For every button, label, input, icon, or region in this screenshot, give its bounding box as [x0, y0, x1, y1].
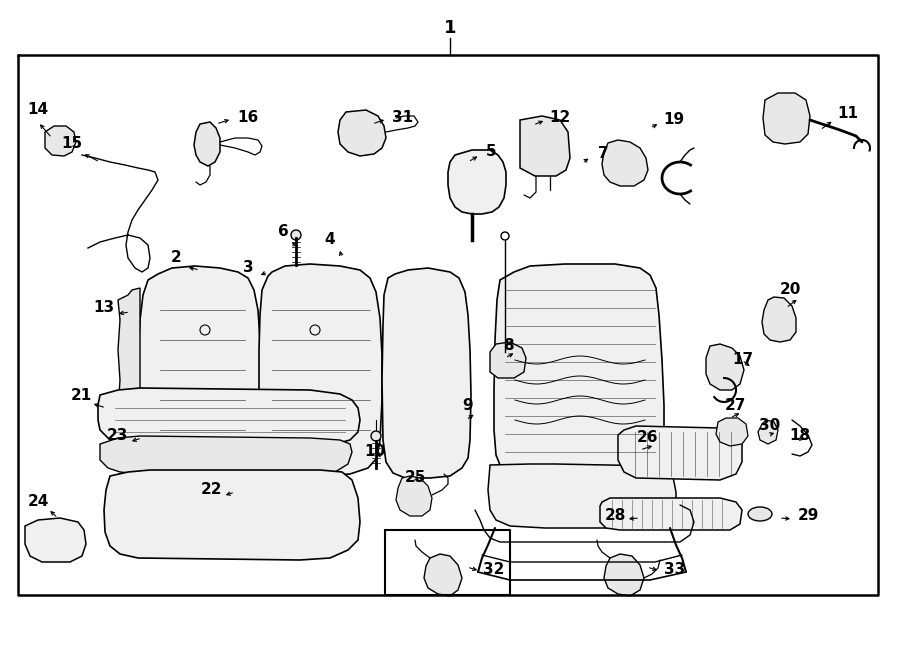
Text: 1: 1: [444, 19, 456, 37]
Text: 5: 5: [486, 145, 496, 159]
Polygon shape: [424, 554, 462, 596]
Polygon shape: [382, 268, 471, 478]
Text: 24: 24: [27, 494, 49, 510]
Polygon shape: [488, 464, 676, 528]
Polygon shape: [98, 388, 360, 446]
Text: 27: 27: [724, 397, 746, 412]
Polygon shape: [104, 470, 360, 560]
Text: 11: 11: [838, 106, 859, 120]
Polygon shape: [138, 266, 261, 472]
Text: 2: 2: [171, 251, 182, 266]
Text: 10: 10: [364, 444, 385, 459]
Text: 18: 18: [789, 428, 811, 442]
Polygon shape: [494, 264, 664, 484]
Text: 8: 8: [503, 338, 513, 352]
Polygon shape: [25, 518, 86, 562]
Polygon shape: [194, 122, 220, 166]
Circle shape: [291, 230, 301, 240]
Polygon shape: [448, 150, 506, 214]
Polygon shape: [396, 476, 432, 516]
Text: 21: 21: [70, 387, 92, 403]
Text: 17: 17: [733, 352, 753, 368]
Text: 13: 13: [94, 301, 114, 315]
Polygon shape: [490, 342, 526, 378]
Ellipse shape: [748, 507, 772, 521]
Polygon shape: [602, 140, 648, 186]
Text: 9: 9: [463, 397, 473, 412]
Text: 14: 14: [27, 102, 49, 118]
Polygon shape: [520, 116, 570, 176]
Text: 31: 31: [392, 110, 414, 124]
Text: 4: 4: [325, 233, 336, 247]
Text: 22: 22: [202, 483, 223, 498]
Text: 26: 26: [637, 430, 659, 446]
Polygon shape: [100, 436, 352, 474]
Polygon shape: [600, 498, 742, 530]
Polygon shape: [604, 554, 644, 596]
Polygon shape: [259, 264, 382, 476]
Polygon shape: [618, 426, 742, 480]
Text: 12: 12: [549, 110, 571, 124]
Text: 33: 33: [664, 563, 686, 578]
Text: 15: 15: [61, 136, 83, 151]
Text: 20: 20: [779, 282, 801, 297]
Text: 29: 29: [797, 508, 819, 524]
Text: 30: 30: [760, 418, 780, 432]
Text: 23: 23: [106, 428, 128, 442]
Text: 7: 7: [598, 147, 608, 161]
Text: 3: 3: [243, 260, 253, 276]
Circle shape: [371, 431, 381, 441]
Polygon shape: [706, 344, 744, 390]
Text: 6: 6: [277, 223, 288, 239]
Polygon shape: [45, 126, 76, 156]
Text: 32: 32: [483, 563, 505, 578]
Polygon shape: [716, 418, 748, 446]
Text: 16: 16: [238, 110, 258, 124]
Polygon shape: [338, 110, 386, 156]
Polygon shape: [758, 420, 778, 444]
Polygon shape: [763, 93, 810, 144]
Text: 28: 28: [604, 508, 626, 524]
Polygon shape: [762, 297, 796, 342]
Text: 19: 19: [663, 112, 685, 128]
Text: 25: 25: [404, 471, 426, 485]
Polygon shape: [118, 288, 140, 462]
